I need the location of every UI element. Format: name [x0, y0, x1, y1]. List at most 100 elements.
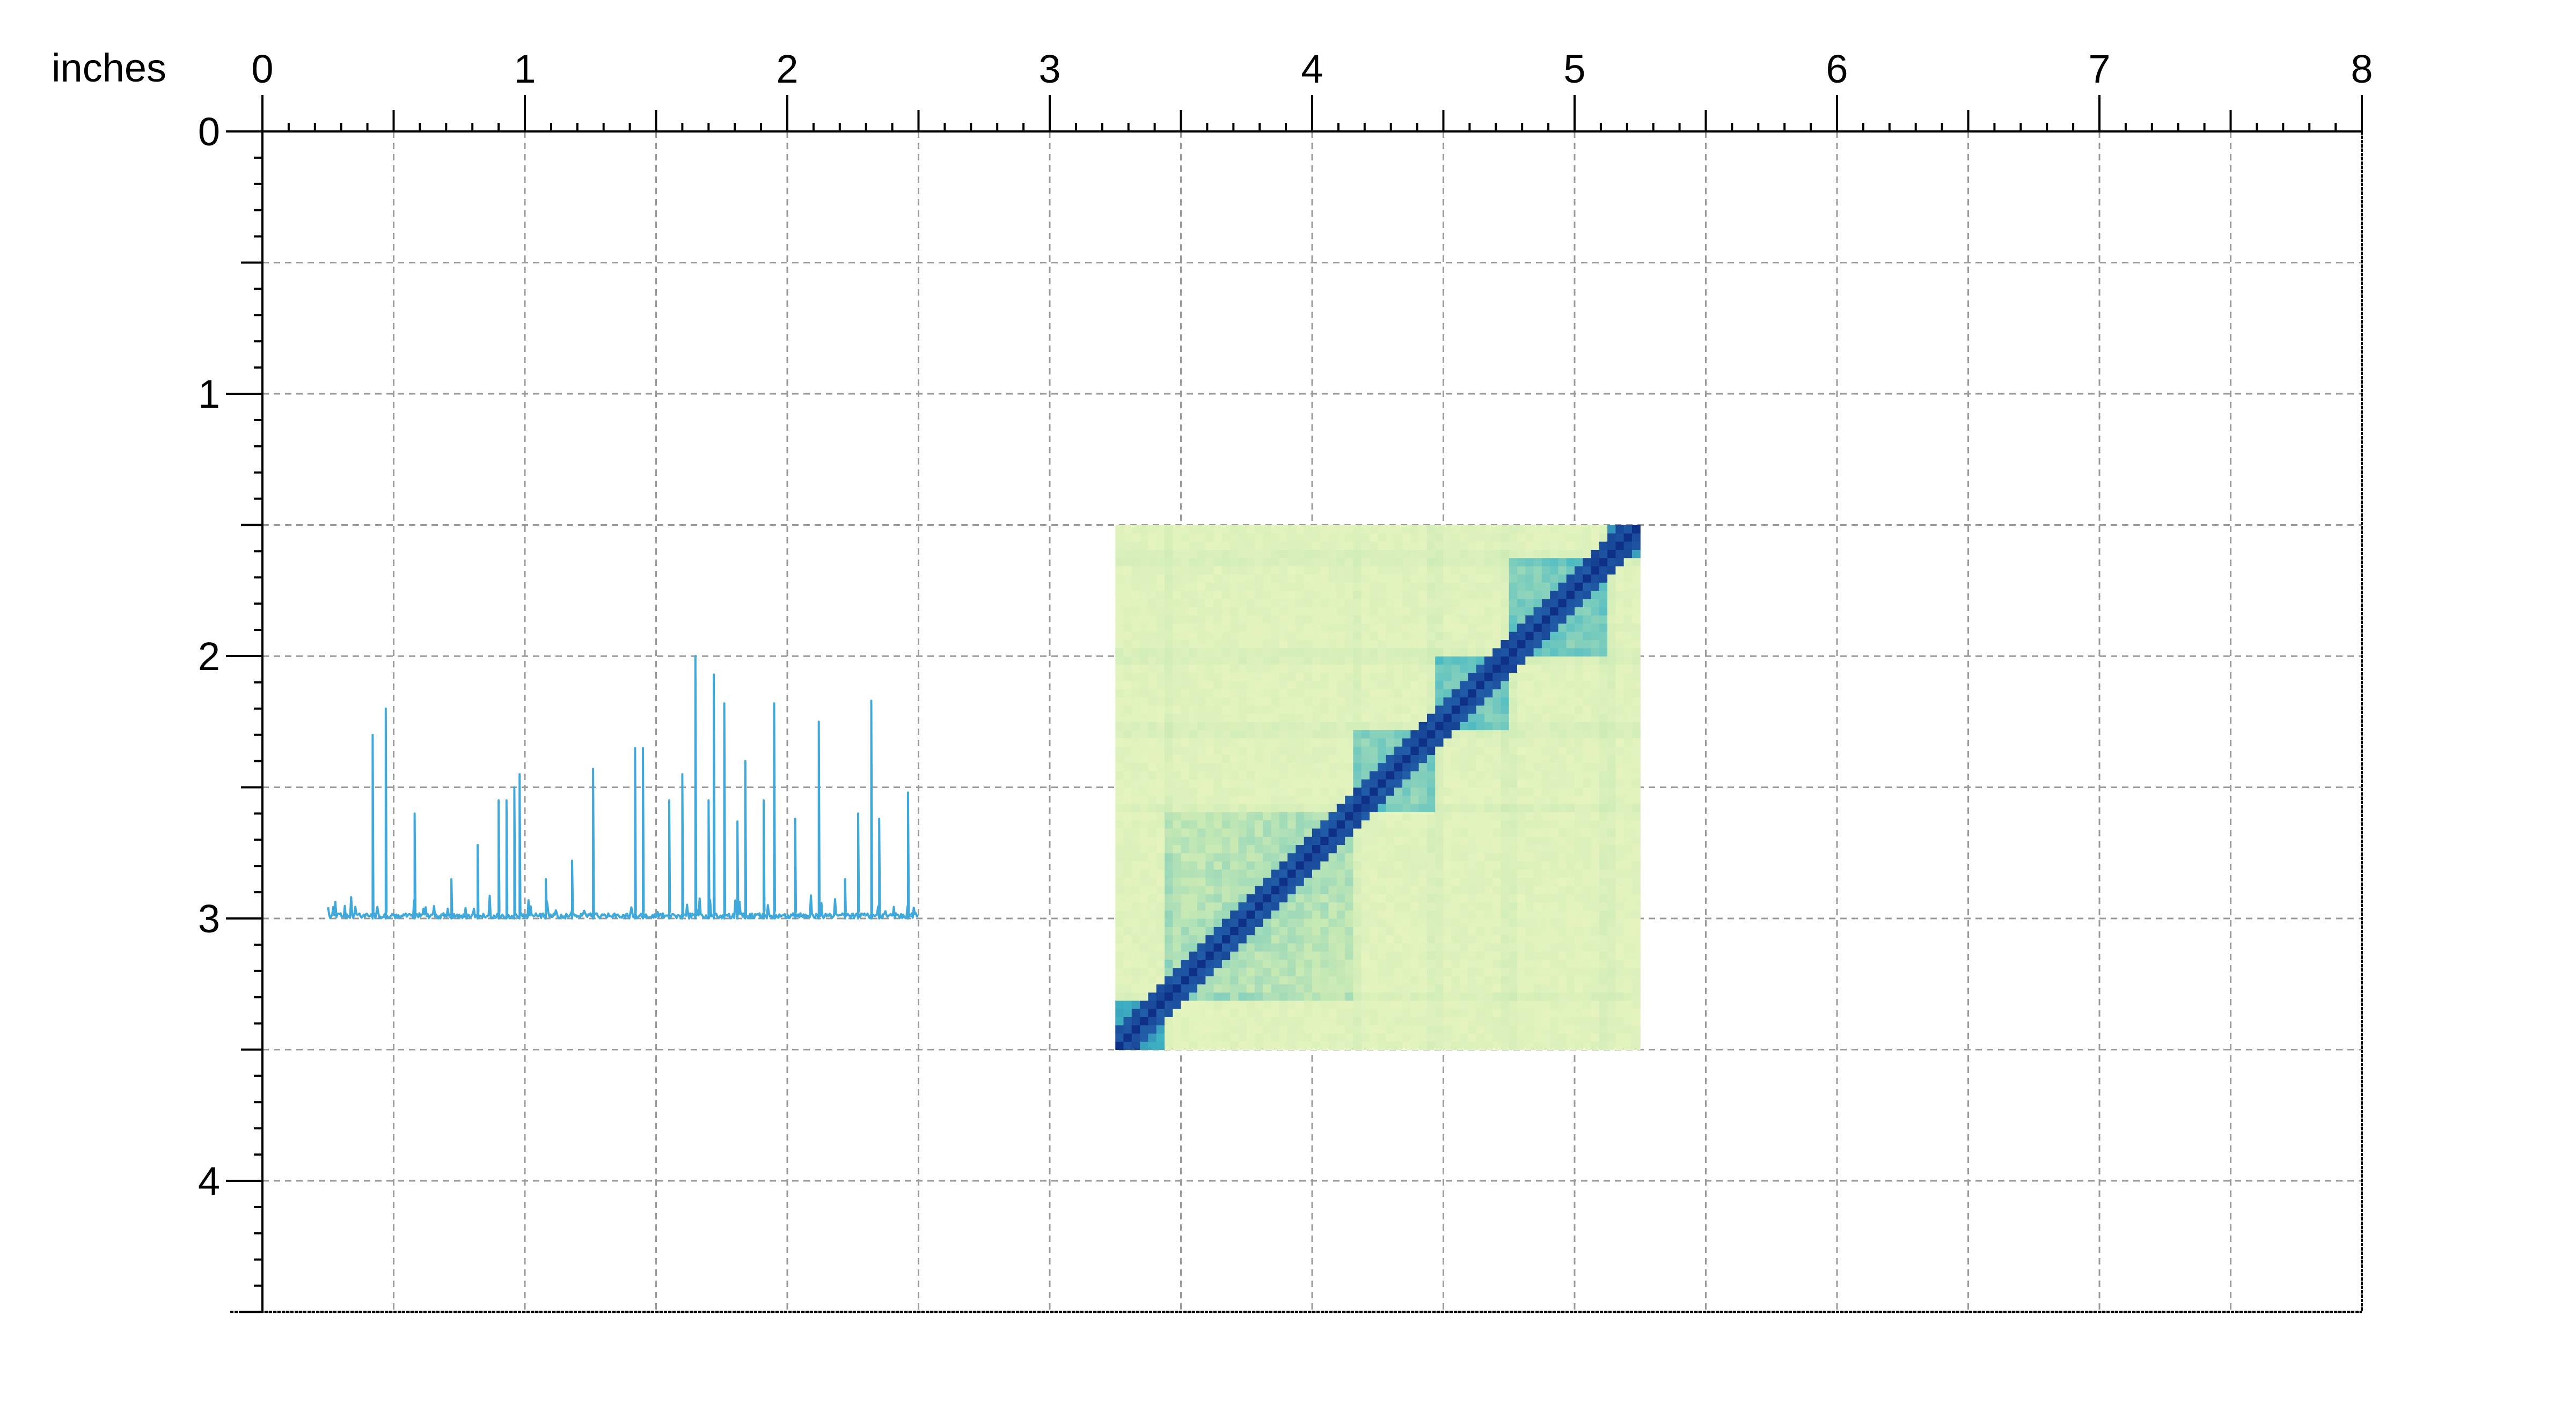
heatmap-cell [1583, 565, 1592, 575]
heatmap-cell [1533, 525, 1542, 534]
heatmap-cell [1623, 1017, 1633, 1026]
heatmap-cell [1460, 918, 1468, 927]
heatmap-cell [1566, 648, 1575, 657]
heatmap-cell [1386, 631, 1395, 641]
heatmap-cell [1591, 664, 1600, 673]
heatmap-cell [1566, 902, 1575, 911]
heatmap-cell [1623, 680, 1633, 689]
heatmap-cell [1205, 541, 1214, 550]
heatmap-cell [1238, 910, 1247, 919]
heatmap-cell [1197, 525, 1206, 534]
heatmap-cell [1533, 672, 1542, 681]
heatmap-cell [1148, 533, 1157, 542]
heatmap-cell [1418, 730, 1428, 739]
heatmap-cell [1492, 672, 1502, 681]
heatmap-cell [1451, 574, 1460, 583]
heatmap-cell [1426, 1000, 1436, 1009]
heatmap-cell [1296, 574, 1305, 583]
heatmap-cell [1517, 820, 1526, 829]
heatmap-cell [1205, 820, 1214, 829]
heatmap-cell [1583, 738, 1592, 747]
heatmap-cell [1575, 541, 1583, 550]
heatmap-cell [1312, 770, 1321, 780]
heatmap-cell [1213, 1033, 1223, 1042]
heatmap-cell [1607, 812, 1616, 821]
heatmap-cell [1402, 836, 1411, 845]
heatmap-cell [1525, 648, 1534, 657]
heatmap-cell [1336, 828, 1345, 837]
heatmap-cell [1509, 664, 1518, 673]
heatmap-cell [1501, 582, 1510, 591]
heatmap-cell [1336, 836, 1345, 845]
heatmap-cell [1607, 959, 1616, 968]
heatmap-cell [1615, 754, 1624, 763]
heatmap-cell [1460, 648, 1468, 657]
heatmap-cell [1345, 770, 1354, 780]
heatmap-cell [1591, 582, 1600, 591]
heatmap-cell [1468, 754, 1477, 763]
heatmap-cell [1173, 894, 1182, 903]
heatmap-cell [1353, 812, 1362, 821]
heatmap-cell [1189, 697, 1198, 706]
heatmap-cell [1591, 812, 1600, 821]
heatmap-cell [1296, 599, 1305, 607]
heatmap-cell [1336, 631, 1345, 641]
heatmap-cell [1386, 615, 1395, 624]
heatmap-cell [1476, 648, 1485, 657]
heatmap-cell [1517, 689, 1526, 698]
heatmap-cell [1607, 861, 1616, 870]
heatmap-cell [1131, 877, 1140, 886]
heatmap-cell [1164, 984, 1173, 993]
heatmap-cell [1541, 648, 1550, 657]
heatmap-cell [1410, 959, 1419, 968]
heatmap-cell [1386, 713, 1395, 722]
heatmap-cell [1492, 664, 1502, 673]
heatmap-cell [1189, 902, 1198, 911]
heatmap-cell [1312, 992, 1321, 1001]
heatmap-cell [1361, 541, 1370, 550]
heatmap-cell [1410, 722, 1419, 731]
heatmap-cell [1575, 935, 1583, 944]
heatmap-cell [1575, 664, 1583, 673]
heatmap-cell [1410, 656, 1419, 665]
heatmap-cell [1607, 705, 1616, 714]
heatmap-cell [1189, 582, 1198, 591]
heatmap-cell [1263, 967, 1272, 976]
heatmap-cell [1246, 557, 1255, 567]
heatmap-cell [1468, 844, 1477, 854]
heatmap-cell [1131, 565, 1140, 575]
heatmap-cell [1410, 918, 1419, 927]
heatmap-cell [1583, 705, 1592, 714]
heatmap-cell [1123, 828, 1132, 837]
heatmap-cell [1394, 623, 1403, 632]
heatmap-cell [1238, 1041, 1247, 1050]
heatmap-cell [1173, 1041, 1182, 1050]
heatmap-cell [1484, 844, 1493, 854]
heatmap-cell [1501, 705, 1510, 714]
heatmap-cell [1271, 615, 1280, 624]
heatmap-cell [1287, 680, 1297, 689]
heatmap-cell [1304, 975, 1313, 984]
heatmap-cell [1246, 1000, 1255, 1009]
heatmap-cell [1607, 648, 1616, 657]
heatmap-cell [1575, 1033, 1583, 1042]
heatmap-cell [1271, 779, 1280, 788]
heatmap-cell [1418, 1033, 1428, 1042]
heatmap-cell [1402, 607, 1411, 616]
heatmap-cell [1140, 894, 1148, 903]
heatmap-cell [1426, 951, 1436, 960]
heatmap-cell [1591, 689, 1600, 698]
heatmap-cell [1271, 738, 1280, 747]
heatmap-cell [1492, 697, 1502, 706]
heatmap-cell [1213, 557, 1223, 567]
heatmap-cell [1492, 746, 1502, 755]
heatmap-cell [1140, 795, 1148, 804]
heatmap-cell [1287, 812, 1297, 821]
heatmap-cell [1468, 943, 1477, 952]
heatmap-cell [1230, 770, 1239, 780]
heatmap-cell [1221, 779, 1231, 788]
heatmap-cell [1517, 607, 1526, 616]
heatmap-cell [1623, 541, 1633, 550]
heatmap-cell [1451, 828, 1460, 837]
heatmap-cell [1394, 689, 1403, 698]
